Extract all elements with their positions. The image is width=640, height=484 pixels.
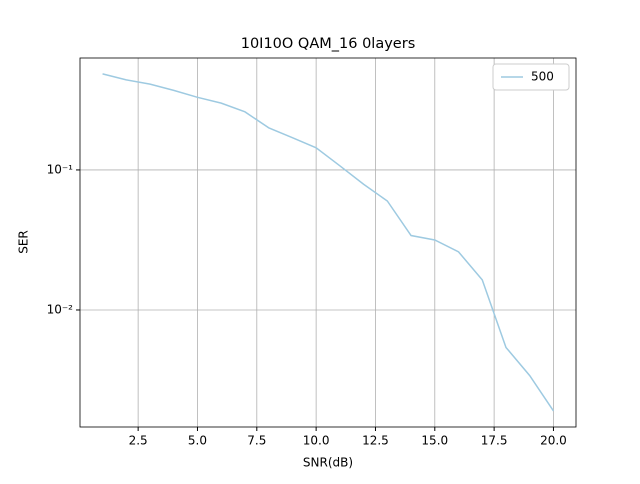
x-tick-label: 15.0 <box>421 434 448 448</box>
y-tick-label: 10⁻² <box>47 302 74 316</box>
x-axis-label: SNR(dB) <box>303 456 353 470</box>
y-axis-label: SER <box>17 230 31 254</box>
x-tick-label: 20.0 <box>540 434 567 448</box>
x-tick-label: 5.0 <box>188 434 207 448</box>
y-tick-label: 10⁻¹ <box>47 162 74 176</box>
x-tick-label: 10.0 <box>303 434 330 448</box>
x-tick-label: 17.5 <box>481 434 508 448</box>
plot-frame <box>79 57 577 428</box>
legend-box <box>492 63 570 91</box>
x-tick-label: 2.5 <box>129 434 148 448</box>
x-tick-label: 7.5 <box>247 434 266 448</box>
chart-title: 10I10O QAM_16 0layers <box>241 36 416 52</box>
data-line <box>102 73 555 412</box>
legend-label: 500 <box>531 70 554 84</box>
x-tick-label: 12.5 <box>362 434 389 448</box>
